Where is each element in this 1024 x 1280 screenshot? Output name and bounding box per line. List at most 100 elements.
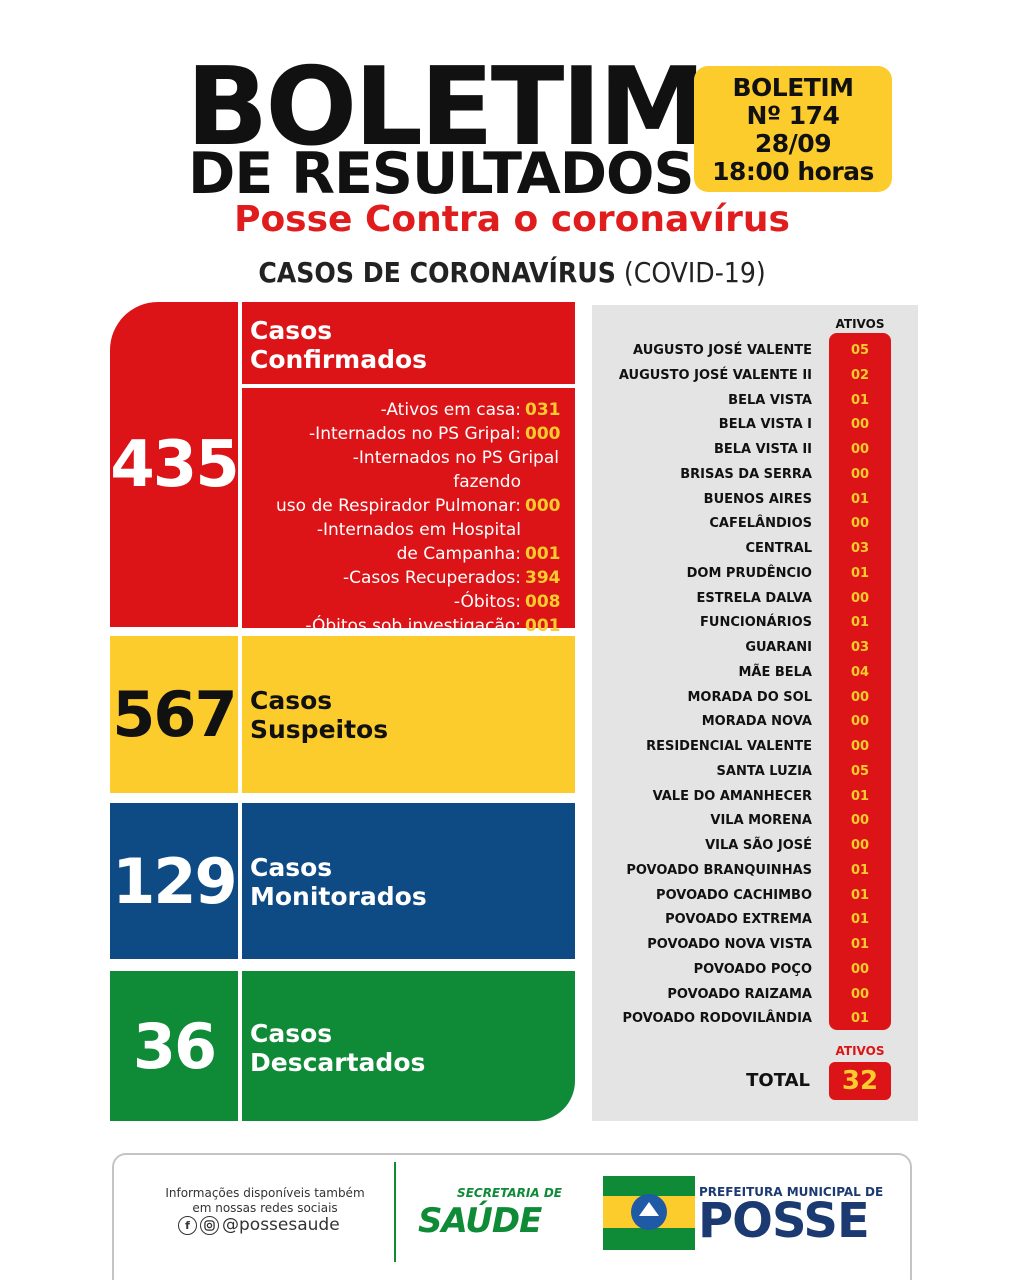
footer-divider [394,1162,396,1262]
discarded-number: 36 [132,1009,217,1083]
discarded-label-line2: Descartados [250,1048,426,1077]
neighborhood-active-count: 00 [850,417,870,432]
confirmed-details: -Ativos em casa: 031 -Internados no PS Gri… [242,388,575,636]
neighborhood-active-count: 01 [850,566,870,581]
detail-line: -Internados no PS Gripal fazendo [242,446,559,494]
detail-value: 000 [525,424,561,444]
neighborhood-active-count: 03 [850,640,870,655]
neighborhood-name: AUGUSTO JOSÉ VALENTE [633,343,812,358]
detail-line: de Campanha: 001 [242,542,561,566]
detail-line: uso de Respirador Pulmonar: 000 [242,494,561,518]
neighborhood-name: CAFELÂNDIOS [709,516,812,531]
neighborhood-name: POVOADO RODOVILÂNDIA [622,1011,812,1026]
facebook-icon: f [178,1215,197,1235]
suspected-label-line2: Suspeitos [250,715,389,744]
neighborhood-active-count: 01 [850,492,870,507]
suspected-number: 567 [112,678,237,751]
detail-label: -Ativos em casa: [380,400,521,420]
neighborhood-name: VILA MORENA [710,813,812,828]
neighborhood-active-count: 00 [850,739,870,754]
confirmed-label-box: Casos Confirmados [242,302,575,384]
neighborhood-name: POVOADO EXTREMA [665,912,812,927]
subtitle: Posse Contra o coronavírus [234,199,790,240]
detail-value: 000 [525,496,561,516]
neighborhood-name: AUGUSTO JOSÉ VALENTE II [618,368,812,383]
detail-label: -Óbitos: [453,592,521,612]
detail-value: 001 [525,616,561,636]
discarded-label-box: Casos Descartados [242,971,575,1121]
neighborhood-name: MÃE BELA [738,665,812,680]
badge-line-3: 28/09 [754,129,832,158]
bulletin-badge: BOLETIM Nº 174 28/09 18:00 horas [694,66,892,192]
neighborhood-name: POVOADO NOVA VISTA [647,937,812,952]
posse-flag-icon [603,1176,695,1250]
badge-line-1: BOLETIM [732,73,854,102]
neighborhood-active-count: 00 [850,838,870,853]
section-heading: CASOS DE CORONAVÍRUS (COVID-19) [0,256,1024,289]
neighborhood-name: BELA VISTA II [713,442,812,457]
social-info-line2: em nossas redes sociais [192,1201,338,1215]
social-info: Informações disponíveis também em nossas… [150,1186,380,1216]
neighborhood-active-count: 01 [850,789,870,804]
neighborhood-active-count: 00 [850,714,870,729]
heading-bold: CASOS DE CORONAVÍRUS [258,256,616,289]
social-handle-text: @possesaude [222,1215,340,1235]
ativos-column-bar [829,333,891,1030]
neighborhood-active-count: 01 [850,393,870,408]
neighborhood-name: GUARANI [745,640,812,655]
badge-line-2: Nº 174 [746,101,840,130]
detail-label: -Internados no PS Gripal fazendo [352,448,559,492]
neighborhood-name: POVOADO CACHIMBO [656,888,812,903]
neighborhood-name: BRISAS DA SERRA [680,467,812,482]
neighborhood-name: FUNCIONÁRIOS [700,615,812,630]
neighborhood-active-count: 05 [850,764,870,779]
neighborhood-active-count: 00 [850,813,870,828]
confirmed-number: 435 [110,427,240,502]
total-value: 32 [829,1062,891,1100]
neighborhood-active-count: 03 [850,541,870,556]
title-de-resultados: DE RESULTADOS [188,141,695,207]
neighborhood-name: MORADA DO SOL [687,690,812,705]
ativos-column-header: ATIVOS [835,317,885,331]
neighborhood-name: POVOADO RAIZAMA [667,987,812,1002]
neighborhood-name: CENTRAL [745,541,812,556]
heading-light: (COVID-19) [615,256,766,289]
detail-line: -Internados no PS Gripal: 000 [242,422,561,446]
neighborhood-active-count: 00 [850,516,870,531]
neighborhood-active-count: 01 [850,888,870,903]
neighborhood-active-count: 01 [850,1011,870,1026]
neighborhood-name: SANTA LUZIA [716,764,812,779]
social-handle[interactable]: f @possesaude [178,1215,340,1235]
neighborhood-active-count: 00 [850,591,870,606]
discarded-number-box [110,971,238,1121]
detail-label: -Óbitos sob investigação: [305,616,521,636]
neighborhood-name: POVOADO BRANQUINHAS [626,863,812,878]
detail-label: -Internados no PS Gripal: [309,424,521,444]
neighborhood-name: BELA VISTA [728,393,812,408]
neighborhood-name: VILA SÃO JOSÉ [705,838,812,853]
badge-line-4: 18:00 horas [712,157,874,186]
detail-line: -Óbitos sob investigação: 001 [242,614,561,638]
monitored-label-line1: Casos [250,853,333,882]
prefeitura-top: PREFEITURA MUNICIPAL DE [699,1185,884,1199]
suspected-label-box: Casos Suspeitos [242,636,575,793]
detail-line: -Internados em Hospital [242,518,559,542]
detail-label: -Internados em Hospital [316,520,521,540]
title-boletim: BOLETIM [186,45,706,170]
monitored-label-line2: Monitorados [250,882,427,911]
neighborhood-active-count: 00 [850,962,870,977]
neighborhood-active-count: 02 [850,368,870,383]
discarded-label-line1: Casos [250,1019,333,1048]
footer-card [112,1153,912,1280]
detail-line: -Óbitos: 008 [242,590,561,614]
suspected-number-box [110,636,238,793]
detail-value: 031 [525,400,561,420]
social-info-line1: Informações disponíveis também [165,1186,365,1200]
neighborhood-active-count: 01 [850,937,870,952]
neighborhood-active-count: 05 [850,343,870,358]
detail-value: 001 [525,544,561,564]
instagram-icon [200,1215,219,1235]
detail-label: uso de Respirador Pulmonar: [276,496,521,516]
detail-line: -Casos Recuperados: 394 [242,566,561,590]
neighborhood-name: BUENOS AIRES [703,492,812,507]
